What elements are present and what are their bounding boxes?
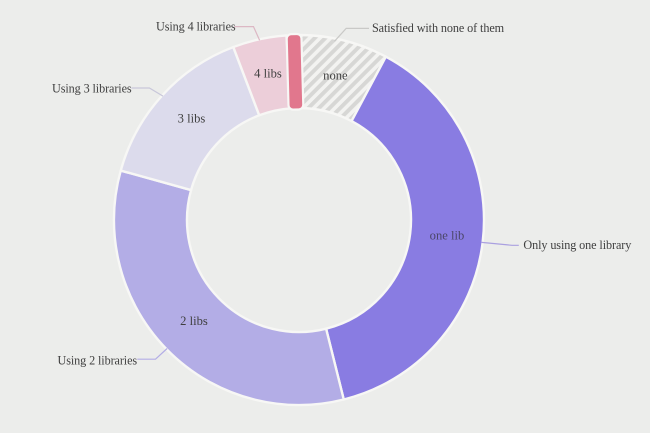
svg-text:2 libs: 2 libs [180,314,208,328]
svg-text:none: none [323,68,348,82]
svg-text:Only using one library: Only using one library [523,238,632,252]
svg-text:3 libs: 3 libs [178,111,206,125]
svg-text:one lib: one lib [430,229,465,243]
svg-text:4 libs: 4 libs [254,67,282,81]
svg-text:Satisfied with none of them: Satisfied with none of them [372,21,505,35]
svg-text:Using 3 libraries: Using 3 libraries [52,82,132,96]
svg-text:Using 2 libraries: Using 2 libraries [58,354,138,368]
svg-text:Using 4 libraries: Using 4 libraries [156,20,236,34]
